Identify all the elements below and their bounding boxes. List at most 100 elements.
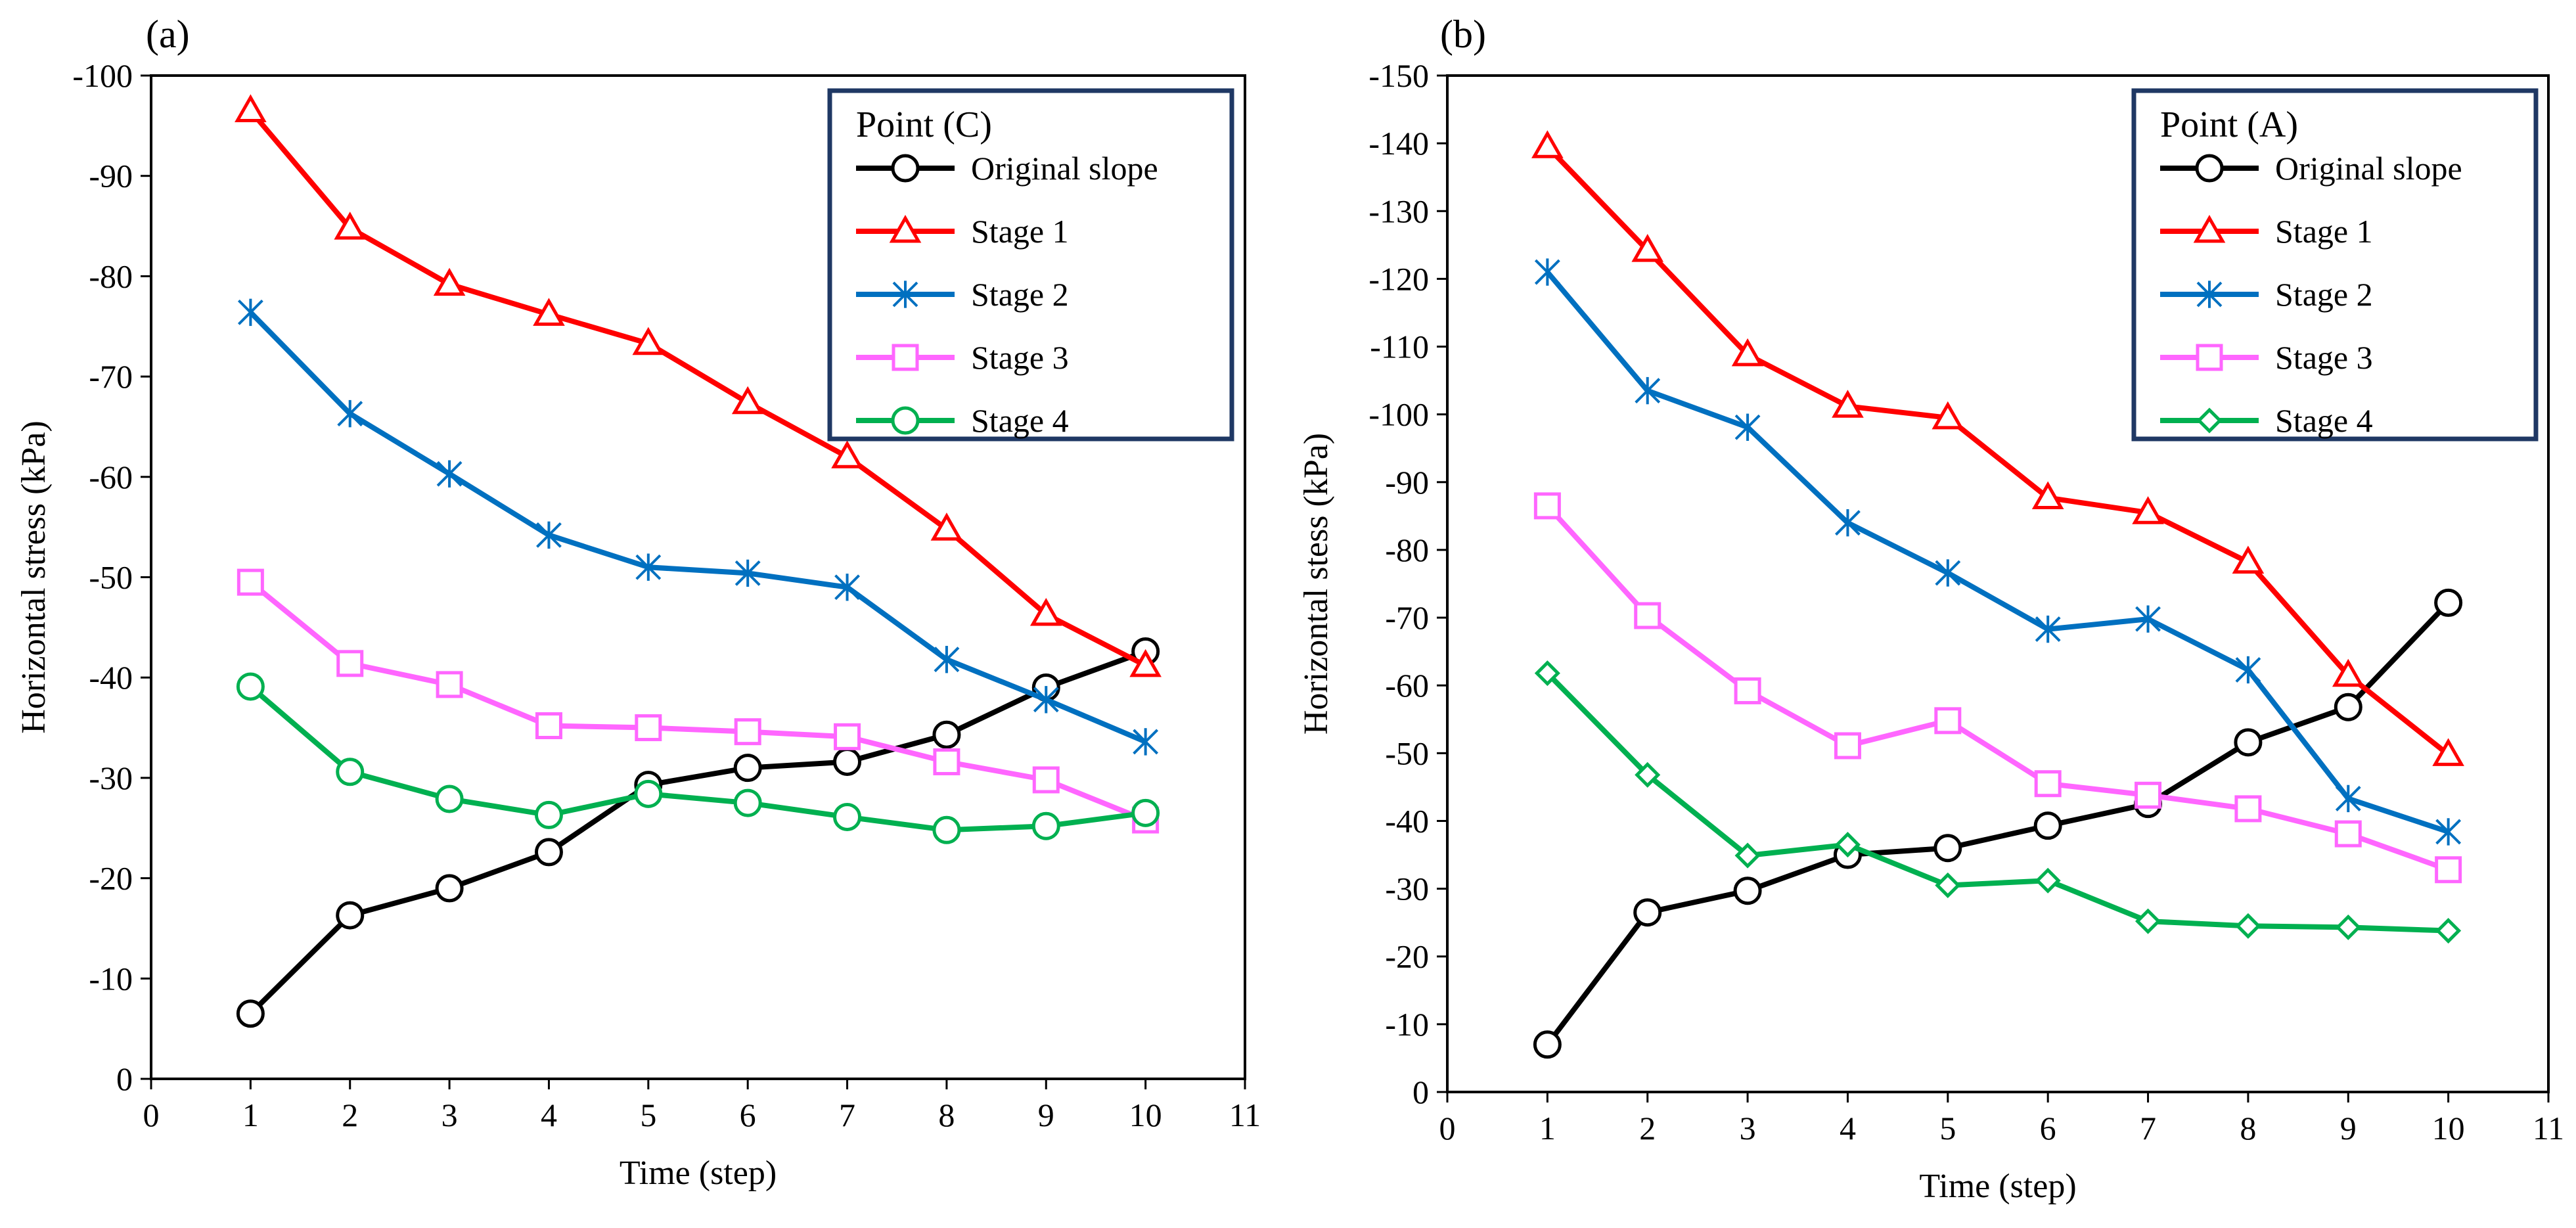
legend-marker — [892, 281, 918, 308]
series-stage-1-point — [1932, 401, 1964, 430]
legend-label: Stage 3 — [2275, 339, 2373, 376]
series-stage-2-point — [1534, 258, 1560, 286]
x-tick-label: 3 — [441, 1097, 458, 1133]
series-stage-3-point — [336, 650, 364, 677]
chart-panel-a: (a) 0 1 2 3 4 5 6 7 8 9 10 11 0 -10 -20 -30 -40 -50 -60 -70 -… — [15, 12, 1261, 1192]
y-tick-label: -100 — [72, 57, 133, 94]
legend-marker — [892, 344, 919, 371]
y-tick-label: -90 — [1385, 464, 1429, 501]
series-stage-4-point — [236, 672, 265, 701]
series-stage-4-point — [2235, 913, 2261, 939]
series-stage-3-point — [635, 714, 662, 742]
series-original-slope-point — [435, 874, 464, 903]
chart-panel-b: (b) 0 1 2 3 4 5 6 7 8 9 10 11 0 -10 -20 -30 -40 -50 -60 -70 -… — [1298, 12, 2564, 1205]
legend-title: Point (A) — [2160, 104, 2298, 145]
plot-frame — [1446, 74, 2550, 1093]
series-stage-2-point — [436, 460, 463, 488]
series-stage-2-point — [1935, 559, 1961, 587]
series-stage-2-point — [635, 553, 662, 581]
x-tick-label: 1 — [1539, 1110, 1556, 1147]
series-stage-1-point — [2031, 481, 2064, 510]
y-tick-label: -90 — [89, 158, 133, 194]
x-axis-title: Time (step) — [620, 1154, 777, 1192]
series-stage-3-point — [1734, 677, 1761, 704]
x-tick-label: 8 — [2240, 1110, 2256, 1147]
y-tick-label: -10 — [1385, 1006, 1429, 1043]
series-stage-4-point — [2335, 914, 2361, 940]
series-original-slope-line — [1545, 601, 2451, 1047]
y-tick-label: -60 — [89, 459, 133, 495]
series-stage-3-point — [2234, 795, 2262, 823]
series-stage-4-point — [534, 800, 563, 829]
y-tick-label: -40 — [1385, 802, 1429, 839]
series-stage-2-point — [1734, 413, 1761, 441]
series-stage-2-point — [2135, 605, 2161, 633]
series-stage-2-point — [237, 298, 263, 327]
x-tick-label: 9 — [2340, 1110, 2357, 1147]
series-stage-3-point — [933, 748, 960, 775]
x-tick-label: 0 — [143, 1097, 160, 1133]
series-original-slope — [236, 637, 1160, 1028]
series-stage-1-point — [1832, 390, 1864, 418]
series-stage-3-point — [1834, 732, 1861, 760]
series-stage-4-point — [2035, 867, 2061, 894]
y-axis-title: Horizontal stress (kPa) — [15, 421, 53, 734]
y-tick-label: -150 — [1368, 57, 1429, 94]
series-stage-1-line — [1545, 145, 2451, 757]
y-tick-label: -140 — [1368, 125, 1429, 162]
series-original-slope-point — [236, 999, 265, 1028]
legend-marker — [2196, 281, 2223, 308]
x-tick-label: 7 — [839, 1097, 855, 1133]
x-tick-label: 7 — [2140, 1110, 2156, 1147]
x-tick-label: 10 — [2432, 1110, 2465, 1147]
series-stage-1-point — [334, 212, 367, 240]
series-stage-3-line — [248, 580, 1147, 823]
y-tick-label: -100 — [1368, 396, 1429, 433]
series-stage-4-line — [1545, 671, 2449, 934]
series-stage-4-point — [1131, 798, 1160, 827]
y-tick-label: -10 — [89, 960, 133, 997]
y-tick-label: -70 — [89, 358, 133, 395]
x-tick-label: 5 — [640, 1097, 656, 1133]
series-stage-4-point — [1534, 660, 1560, 687]
series-stage-1-point — [2132, 496, 2164, 524]
series-stage-4 — [1534, 660, 2462, 944]
x-tick-label: 4 — [1840, 1110, 1856, 1147]
series-stage-2-point — [834, 574, 860, 601]
panel-label: (b) — [1440, 12, 1486, 56]
y-tick-label: -120 — [1368, 260, 1429, 297]
y-tick-label: -30 — [89, 760, 133, 796]
series-stage-1-point — [1731, 338, 1764, 367]
series-stage-4-point — [1935, 872, 1961, 898]
series-stage-4-point — [2435, 918, 2462, 944]
series-stage-4-point — [1834, 832, 1861, 858]
y-tick-label: -20 — [89, 860, 133, 897]
y-tick-label: -110 — [1370, 329, 1429, 365]
y-tick-label: -50 — [1385, 735, 1429, 771]
series-stage-4-point — [2135, 908, 2161, 934]
series-stage-2 — [1534, 258, 2462, 846]
legend: Point (A) Original slope Stage 1 Stage 2 Sta… — [2131, 88, 2539, 442]
series-stage-4-point — [1734, 842, 1761, 869]
legend-marker — [889, 214, 922, 243]
series-stage-3-point — [734, 718, 761, 746]
y-tick-label: -80 — [89, 258, 133, 294]
series-stage-3-line — [1545, 504, 2449, 873]
y-tick-label: -50 — [89, 559, 133, 596]
series-original-slope — [1533, 588, 2463, 1059]
series-stage-2-point — [2335, 785, 2361, 813]
series-stage-1-line — [248, 108, 1147, 668]
series-original-slope-point — [833, 747, 862, 776]
legend-label: Stage 1 — [971, 213, 1069, 250]
series-original-slope-point — [1733, 876, 1762, 905]
x-tick-label: 2 — [1639, 1110, 1656, 1147]
series-stage-1-point — [831, 440, 863, 468]
series-stage-3-point — [1533, 492, 1561, 520]
series-stage-1-point — [632, 327, 665, 355]
series-stage-4 — [236, 672, 1160, 844]
series-stage-2-point — [2235, 656, 2261, 684]
legend-marker — [2195, 154, 2224, 183]
x-axis-title: Time (step) — [1919, 1168, 2076, 1205]
series-stage-2-point — [337, 399, 363, 428]
